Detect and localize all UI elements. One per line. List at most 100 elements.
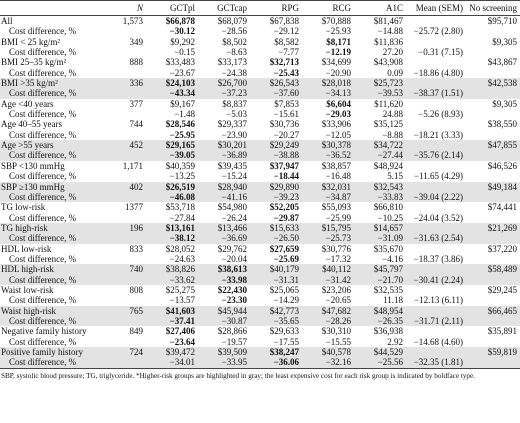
difference-cell: −12.19	[325, 47, 351, 58]
difference-cell: 24.88	[382, 109, 403, 120]
header-cell: N	[98, 0, 146, 16]
difference-cell: −27.44	[354, 150, 406, 161]
cost-cell: $66,810	[373, 202, 403, 213]
difference-cell: −32.16	[302, 357, 354, 369]
difference-cell: −28.26	[302, 315, 354, 327]
no-screening-cell: $42,538	[466, 78, 520, 89]
mean-sem-cell: −31.63 (2.54)	[406, 233, 466, 244]
difference-cell: −16.48	[325, 171, 351, 182]
empty-cell	[406, 181, 466, 192]
n-cell: 1,171	[122, 160, 143, 171]
difference-cell: −25.69	[273, 253, 299, 264]
empty-cell	[466, 337, 520, 347]
difference-label: Cost difference, %	[0, 150, 98, 161]
cost-cell: $25,275	[165, 284, 195, 295]
cost-cell: $39,472	[146, 347, 198, 358]
cost-cell: $43,908	[373, 57, 403, 68]
empty-cell	[406, 78, 466, 89]
empty-cell	[406, 202, 466, 212]
empty-cell	[406, 222, 466, 234]
difference-cell: −20.90	[325, 67, 351, 78]
cost-cell: $28,546	[165, 119, 195, 130]
cost-cell: $13,466	[198, 222, 250, 234]
difference-row: Cost difference, % −25.95 −23.90 −20.27 −12.…	[0, 130, 520, 140]
empty-cell	[406, 264, 466, 275]
group-row: SBP <130 mmHg 1,171 $40,359 $39,435 $37,947 $…	[0, 161, 520, 171]
empty-cell	[406, 326, 466, 336]
cost-cell: $30,378	[302, 140, 354, 151]
n-cell: 888	[129, 57, 144, 68]
difference-cell: −39.53	[354, 88, 406, 99]
difference-label: Cost difference, %	[0, 191, 98, 203]
n-cell: 196	[98, 222, 146, 234]
empty-cell	[406, 285, 466, 295]
difference-row: Cost difference, % −46.08 −41.16 −39.23 −34.…	[0, 191, 520, 203]
empty-cell	[406, 305, 466, 316]
cost-cell: $38,613	[198, 264, 250, 275]
difference-label: Cost difference, %	[9, 253, 77, 264]
n-cell: 1,573	[122, 16, 143, 26]
cost-cell: $28,866	[217, 326, 247, 337]
cost-cell: $70,888	[321, 16, 351, 26]
difference-cell: −37.60	[250, 88, 302, 99]
difference-label: Cost difference, %	[0, 315, 98, 327]
difference-cell: −33.83	[354, 191, 406, 203]
difference-cell: −38.88	[250, 150, 302, 161]
group-label: Positive family history	[0, 347, 98, 358]
group-row: Positive family history 724 $39,472 $39,509…	[0, 347, 520, 358]
difference-cell: −43.34	[146, 88, 198, 99]
header-cell: RPG	[250, 0, 302, 16]
empty-cell	[406, 347, 466, 358]
no-screening-cell: $74,441	[487, 202, 517, 213]
difference-label: Cost difference, %	[9, 26, 77, 37]
cost-cell: $44,529	[354, 347, 406, 358]
difference-cell: −4.16	[382, 253, 403, 264]
cost-cell: $34,699	[321, 57, 351, 68]
empty-cell	[466, 191, 520, 203]
empty-cell	[98, 68, 146, 78]
header-cell	[0, 0, 98, 16]
n-cell: 833	[129, 243, 144, 254]
cost-cell: $40,179	[250, 264, 302, 275]
difference-cell: −30.87	[198, 315, 250, 327]
difference-row: Cost difference, % −1.48 −5.03 −15.61 −29.03…	[0, 109, 520, 119]
difference-cell: −36.89	[198, 150, 250, 161]
difference-cell: −29.12	[273, 26, 299, 37]
empty-cell	[466, 213, 520, 223]
no-screening-cell: $43,867	[487, 57, 517, 68]
empty-cell	[406, 37, 466, 47]
empty-cell	[406, 99, 466, 109]
difference-cell: −41.16	[198, 191, 250, 203]
difference-row: Cost difference, % −30.12 −28.56 −29.12 −25.…	[0, 26, 520, 36]
cost-cell: $29,249	[250, 140, 302, 151]
difference-cell: −36.06	[250, 357, 302, 369]
difference-label: Cost difference, %	[9, 47, 77, 58]
group-row: BMI < 25 kg/m² 349 $9,292 $8,502 $8,582 $8,17…	[0, 37, 520, 47]
mean-sem-cell: −18.86 (4.80)	[413, 67, 463, 78]
difference-cell: −34.13	[302, 88, 354, 99]
group-row: Waist high-risk 765 $41,603 $45,944 $42,773 $…	[0, 305, 520, 316]
n-cell: 377	[129, 98, 144, 109]
cost-cell: $33,173	[217, 57, 247, 68]
no-screening-cell: $9,305	[492, 36, 517, 47]
cost-cell: $28,940	[198, 181, 250, 192]
empty-cell	[466, 130, 520, 140]
cost-cell: $27,406	[165, 326, 195, 337]
difference-cell: −17.32	[325, 253, 351, 264]
cost-cell: $27,659	[269, 243, 299, 254]
cost-cell: $37,947	[269, 160, 299, 171]
cost-cell: $8,582	[274, 36, 299, 47]
cost-cell: $28,052	[165, 243, 195, 254]
cost-cell: $6,604	[326, 98, 351, 109]
group-label: SBP <130 mmHg	[1, 160, 65, 171]
cost-cell: $41,603	[146, 305, 198, 316]
empty-cell	[98, 171, 146, 181]
n-cell: 724	[98, 347, 146, 358]
header-cell: Mean (SEM)	[406, 0, 466, 16]
difference-label: Cost difference, %	[9, 67, 77, 78]
group-label: BMI >35 kg/m²	[0, 78, 98, 89]
mean-sem-cell: −5.26 (8.93)	[418, 109, 463, 120]
difference-cell: 27.20	[382, 47, 403, 58]
cost-cell: $33,906	[321, 119, 351, 130]
empty-cell	[406, 161, 466, 171]
